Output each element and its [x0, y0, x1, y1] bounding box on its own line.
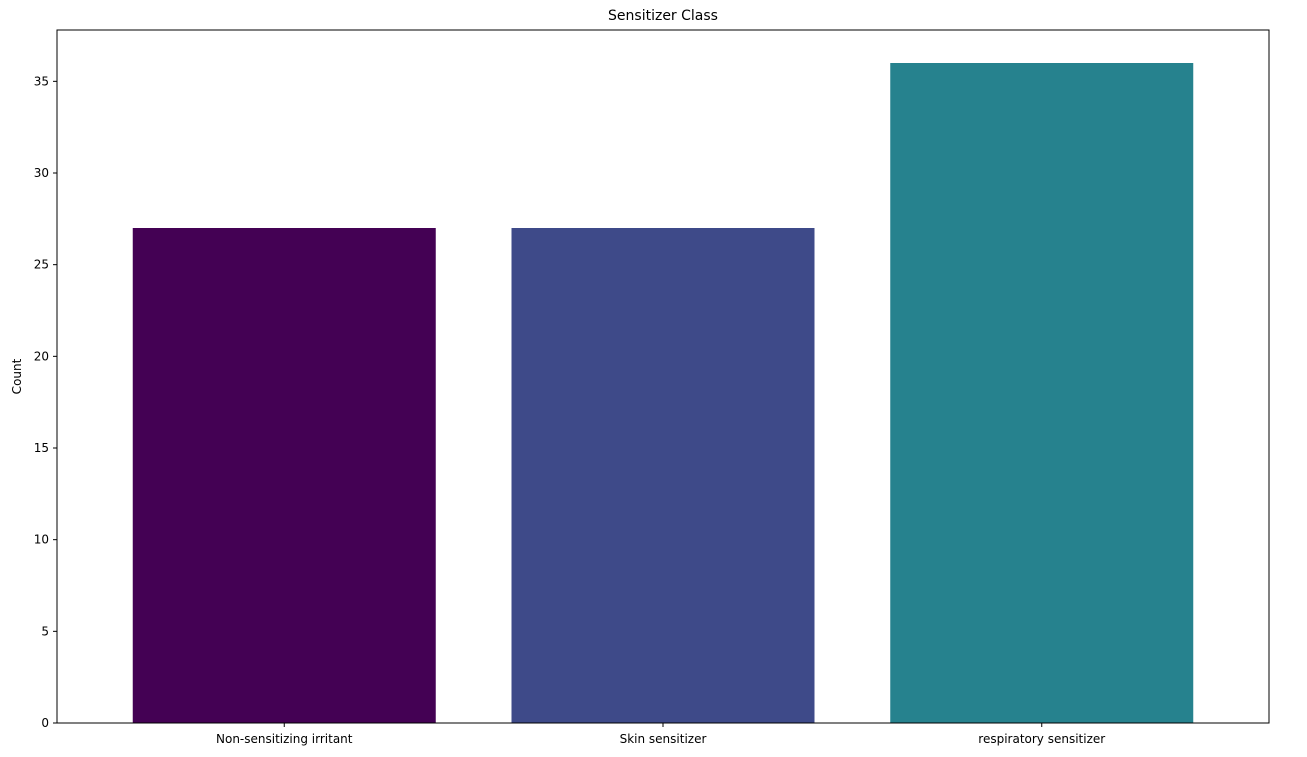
y-axis-ticks: 0 5 10 15 20 25 30 35 [34, 74, 57, 730]
y-tick-label: 5 [41, 624, 49, 638]
y-tick-label: 0 [41, 716, 49, 730]
y-tick-label: 20 [34, 349, 49, 363]
y-tick-label: 35 [34, 74, 49, 88]
y-tick-label: 15 [34, 441, 49, 455]
y-tick-label: 30 [34, 166, 49, 180]
x-axis-ticks: Non-sensitizing irritant Skin sensitizer r… [216, 723, 1105, 746]
x-tick-label: Skin sensitizer [620, 732, 707, 746]
bar-0 [132, 228, 436, 723]
bar-2 [890, 63, 1194, 723]
x-tick-label: respiratory sensitizer [978, 732, 1105, 746]
x-tick-label: Non-sensitizing irritant [216, 732, 353, 746]
bars-group [132, 63, 1194, 723]
bar-1 [511, 228, 815, 723]
y-axis-label: Count [10, 358, 24, 394]
y-tick-label: 10 [34, 533, 49, 547]
y-tick-label: 25 [34, 258, 49, 272]
plot-frame [56, 29, 1270, 724]
chart-title: Sensitizer Class [608, 8, 718, 24]
